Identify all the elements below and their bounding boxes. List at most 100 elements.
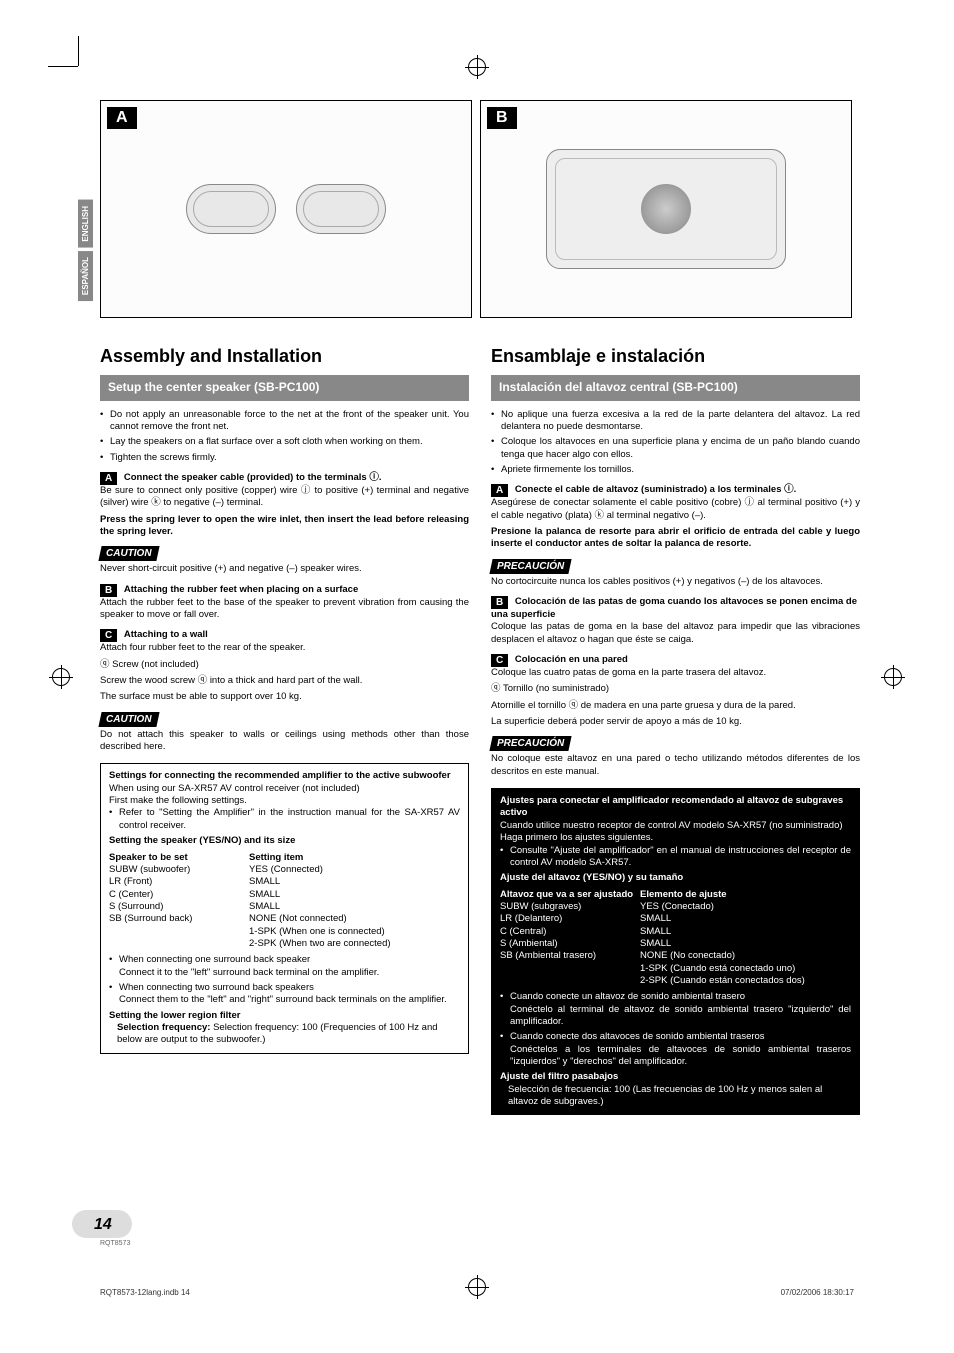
td: SB (Ambiental trasero): [500, 950, 640, 962]
step-a-label: A: [491, 484, 508, 497]
step-c-body: Atornille el tornillo ⓠ de madera en una…: [491, 700, 860, 712]
settings-box-en: Settings for connecting the recommended …: [100, 763, 469, 1053]
bullet-text: Apriete firmemente los tornillos.: [501, 464, 860, 476]
crop-mark: [78, 36, 79, 66]
step-a-title: Connect the speaker cable (provided) to …: [124, 472, 382, 483]
bullet-text: Lay the speakers on a flat surface over …: [110, 436, 469, 448]
footer-right: 07/02/2006 18:30:17: [781, 1288, 854, 1297]
step-c-label: C: [100, 629, 117, 642]
td: 2-SPK (Cuando están conectados dos): [640, 975, 851, 987]
heading-en: Assembly and Installation: [100, 346, 469, 367]
td: SUBW (subgraves): [500, 901, 640, 913]
caution-c-text: No coloque este altavoz en una pared o t…: [491, 753, 860, 778]
tab-english: ENGLISH: [78, 200, 93, 248]
td: 1-SPK (Cuando está conectado uno): [640, 963, 851, 975]
bullet-text: Tighten the screws firmly.: [110, 452, 469, 464]
note: Conéctelo al terminal de altavoz de soni…: [510, 1004, 851, 1027]
bullet-text: Do not apply an unreasonable force to th…: [110, 409, 469, 434]
td: SUBW (subwoofer): [109, 864, 249, 876]
bullet-text: Coloque los altavoces en una superficie …: [501, 436, 860, 461]
td: NONE (No conectado): [640, 950, 851, 962]
bullet-text: No aplique una fuerza excesiva a la red …: [501, 409, 860, 434]
step-c-title: Attaching to a wall: [124, 629, 208, 640]
page-content: ENGLISH ESPAÑOL A B Assembly and Install…: [100, 100, 860, 1115]
td: C (Central): [500, 926, 640, 938]
settings-sub2: Setting the lower region filter: [109, 1010, 460, 1022]
step-a-body: Be sure to connect only positive (copper…: [100, 485, 469, 510]
settings-box-es: Ajustes para conectar el amplificador re…: [491, 788, 860, 1115]
td: SMALL: [249, 901, 460, 913]
step-a-body: Asegúrese de conectar solamente el cable…: [491, 497, 860, 522]
caution-badge: CAUTION: [98, 546, 159, 561]
settings-title: Ajustes para conectar el amplificador re…: [500, 795, 851, 820]
settings-line: Cuando utilice nuestro receptor de contr…: [500, 820, 851, 832]
illustration-b: B: [480, 100, 852, 318]
td: YES (Connected): [249, 864, 460, 876]
step-c-label: C: [491, 654, 508, 667]
step-a-label: A: [100, 472, 117, 485]
settings-sub2: Ajuste del filtro pasabajos: [500, 1071, 851, 1083]
td: NONE (Not connected): [249, 913, 460, 925]
step-b-label: B: [491, 596, 508, 609]
note: When connecting two surround back speake…: [119, 982, 314, 993]
settings-title: Settings for connecting the recommended …: [109, 770, 460, 782]
speaker-icon: [296, 184, 386, 234]
caution-badge: CAUTION: [98, 712, 159, 727]
step-b-title: Colocación de las patas de goma cuando l…: [491, 596, 857, 620]
step-b-body: Attach the rubber feet to the base of th…: [100, 597, 469, 622]
registration-mark: [884, 668, 902, 686]
language-tabs: ENGLISH ESPAÑOL: [78, 200, 96, 304]
step-c-body: Coloque las cuatro patas de goma en la p…: [491, 667, 860, 679]
th: Elemento de ajuste: [640, 889, 851, 901]
speaker-icon: [546, 149, 786, 269]
td: [500, 975, 640, 987]
illustration-row: A B: [100, 100, 860, 318]
settings-line: Consulte "Ajuste del amplificador" en el…: [510, 845, 851, 870]
step-c-title: Colocación en una pared: [515, 654, 628, 665]
note: Cuando conecte un altavoz de sonido ambi…: [510, 991, 745, 1002]
settings-sub1: Setting the speaker (YES/NO) and its siz…: [109, 835, 460, 847]
step-c-body: Attach four rubber feet to the rear of t…: [100, 642, 469, 654]
th: Speaker to be set: [109, 852, 249, 864]
note: When connecting one surround back speake…: [119, 954, 310, 965]
document-code: RQT8573: [100, 1240, 130, 1247]
td: SMALL: [249, 876, 460, 888]
caution-badge: PRECAUCIÓN: [489, 559, 571, 574]
settings-line: Refer to "Setting the Amplifier" in the …: [119, 807, 460, 832]
step-c-body: Screw the wood screw ⓠ into a thick and …: [100, 675, 469, 687]
td: S (Ambiental): [500, 938, 640, 950]
column-spanish: Ensamblaje e instalación Instalación del…: [491, 346, 860, 1115]
caution-a-text: No cortocircuite nunca los cables positi…: [491, 576, 860, 588]
settings-sub2b: Selección de frecuencia: 100 (Las frecue…: [500, 1084, 851, 1109]
step-c-body: ⓠ Screw (not included): [100, 659, 469, 671]
note: Connect it to the "left" surround back t…: [119, 967, 379, 978]
settings-line: Haga primero los ajustes siguientes.: [500, 832, 851, 844]
heading-es: Ensamblaje e instalación: [491, 346, 860, 367]
td: LR (Front): [109, 876, 249, 888]
section-bar-en: Setup the center speaker (SB-PC100): [100, 375, 469, 401]
td: S (Surround): [109, 901, 249, 913]
crop-mark: [48, 66, 78, 67]
td: 1-SPK (When one is connected): [249, 926, 460, 938]
td: SMALL: [640, 938, 851, 950]
two-column-layout: Assembly and Installation Setup the cent…: [100, 346, 860, 1115]
caution-badge: PRECAUCIÓN: [489, 736, 571, 751]
td: [109, 926, 249, 938]
registration-mark: [468, 58, 486, 76]
step-b-body: Coloque las patas de goma en la base del…: [491, 621, 860, 646]
td: 2-SPK (When two are connected): [249, 938, 460, 950]
note: Connect them to the "left" and "right" s…: [119, 994, 447, 1005]
td: [109, 938, 249, 950]
caution-c-text: Do not attach this speaker to walls or c…: [100, 729, 469, 754]
page-number: 14: [94, 1216, 112, 1234]
caution-a-text: Never short-circuit positive (+) and neg…: [100, 563, 469, 575]
step-c-body: The surface must be able to support over…: [100, 691, 469, 703]
tab-espanol: ESPAÑOL: [78, 251, 93, 301]
step-c-body: ⓠ Tornillo (no suministrado): [491, 683, 860, 695]
td: C (Center): [109, 889, 249, 901]
section-bar-es: Instalación del altavoz central (SB-PC10…: [491, 375, 860, 401]
step-a-title: Conecte el cable de altavoz (suministrad…: [515, 484, 796, 495]
step-c-body: La superficie deberá poder servir de apo…: [491, 716, 860, 728]
step-b-title: Attaching the rubber feet when placing o…: [124, 584, 358, 595]
step-a-body2: Presione la palanca de resorte para abri…: [491, 526, 860, 551]
